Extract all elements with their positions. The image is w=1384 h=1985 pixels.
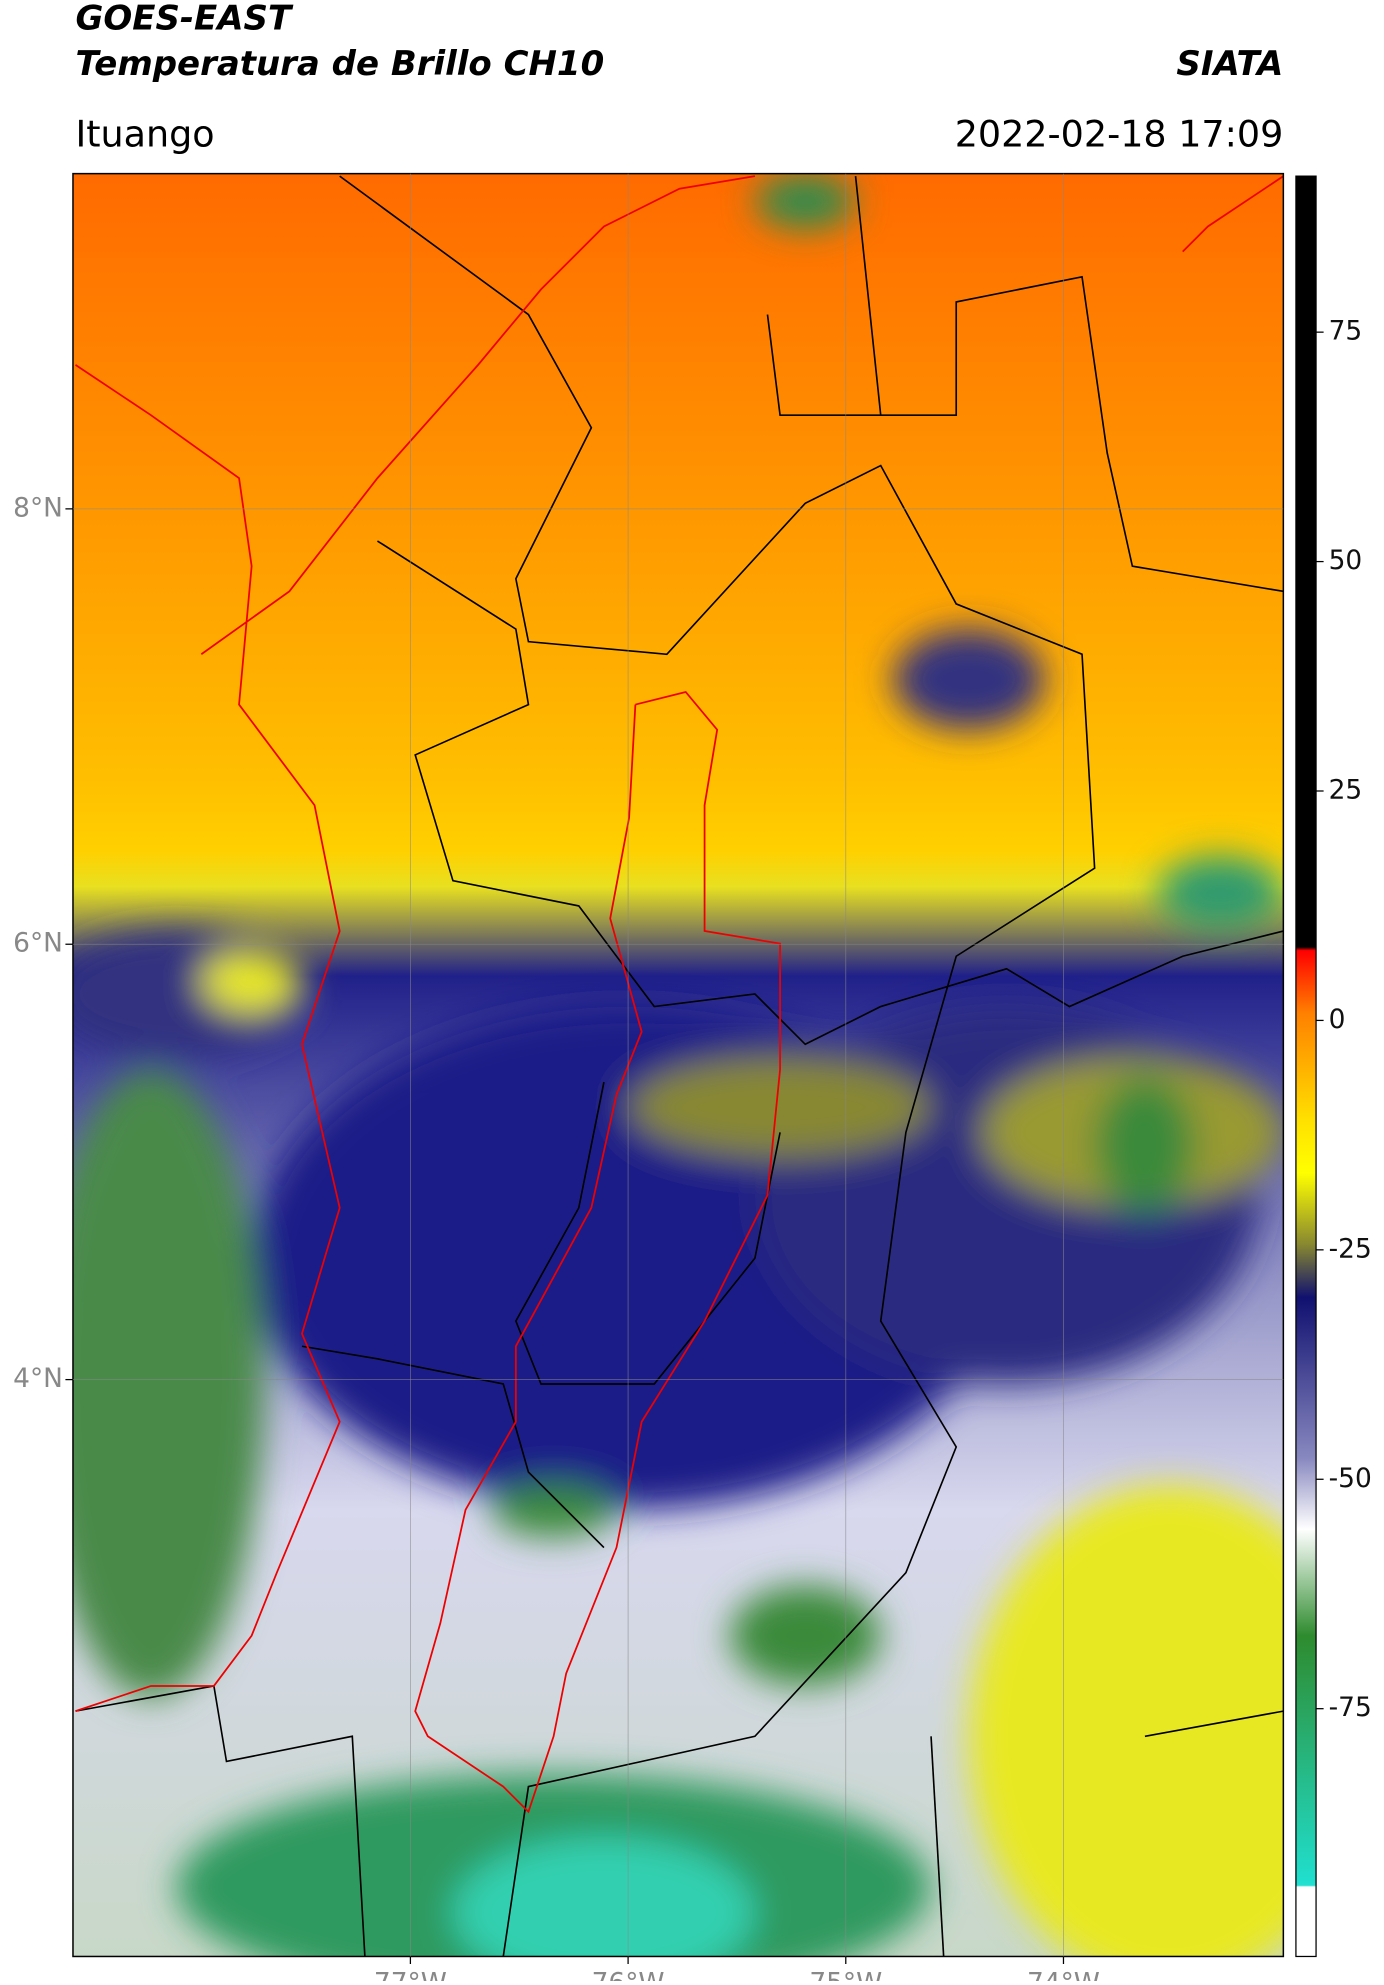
colorbar <box>1295 175 1317 1958</box>
y-tick-label: 6°N <box>13 928 63 959</box>
admin-borders <box>75 175 1284 1957</box>
colorbar-tick-label: 50 <box>1329 545 1363 576</box>
colorbar-tick-label: -25 <box>1329 1233 1372 1264</box>
y-tick-label: 4°N <box>13 1363 63 1394</box>
y-tick-label: 8°N <box>13 492 63 523</box>
subtitle: Temperatura de Brillo CH10 <box>75 44 604 84</box>
x-tick-label: 74°W <box>1027 1968 1100 1981</box>
colorbar-tick-label: 75 <box>1329 316 1363 347</box>
colorbar-tick-label: 0 <box>1329 1004 1346 1035</box>
coastline-outline <box>75 175 1284 1814</box>
map-frame <box>72 172 1285 1958</box>
x-tick-label: 77°W <box>374 1968 447 1981</box>
x-tick-label: 75°W <box>809 1968 882 1981</box>
map-area <box>72 173 1284 1957</box>
brand: SIATA <box>1176 44 1283 84</box>
datetime: 2022-02-18 17:09 <box>955 112 1284 155</box>
colorbar-tick-label: 25 <box>1329 774 1363 805</box>
title: GOES-EAST <box>75 0 293 39</box>
location: Ituango <box>75 112 214 155</box>
cloud-fields <box>72 173 1284 1957</box>
colorbar-tick-label: -50 <box>1329 1463 1372 1494</box>
colorbar-tick-label: -75 <box>1329 1692 1372 1723</box>
x-tick-label: 76°W <box>592 1968 665 1981</box>
